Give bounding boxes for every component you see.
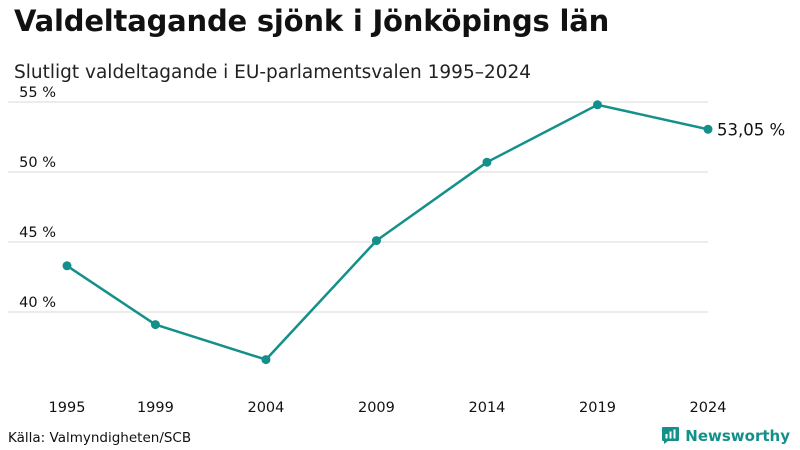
y-tick-label: 50 %	[19, 155, 56, 171]
brand-name: Newsworthy	[685, 426, 790, 445]
x-tick-label: 1995	[49, 400, 86, 416]
newsworthy-logo-icon	[662, 427, 680, 444]
x-tick-label: 2009	[358, 400, 395, 416]
data-point	[371, 236, 381, 246]
x-tick-label: 2024	[690, 400, 727, 416]
brand-logo[interactable]: Newsworthy	[661, 426, 790, 445]
chart-subtitle: Slutligt valdeltagande i EU-parlamentsva…	[14, 62, 532, 83]
series-line	[65, 103, 710, 361]
data-point	[150, 320, 160, 330]
data-point	[62, 261, 72, 271]
data-point	[482, 157, 492, 167]
x-tick-label: 2019	[579, 400, 616, 416]
end-value-label: 53,05 %	[717, 120, 785, 139]
x-tick-label: 1999	[137, 400, 174, 416]
y-tick-label: 55 %	[19, 85, 56, 101]
data-point	[592, 100, 602, 110]
data-point	[703, 124, 713, 134]
chart-title: Valdeltagande sjönk i Jönköpings län	[14, 4, 610, 38]
x-tick-label: 2014	[469, 400, 506, 416]
y-tick-label: 45 %	[19, 225, 56, 241]
x-tick-label: 2004	[247, 400, 284, 416]
source-note: Källa: Valmyndigheten/SCB	[8, 430, 192, 446]
data-point	[261, 355, 271, 365]
y-tick-label: 40 %	[19, 295, 56, 311]
